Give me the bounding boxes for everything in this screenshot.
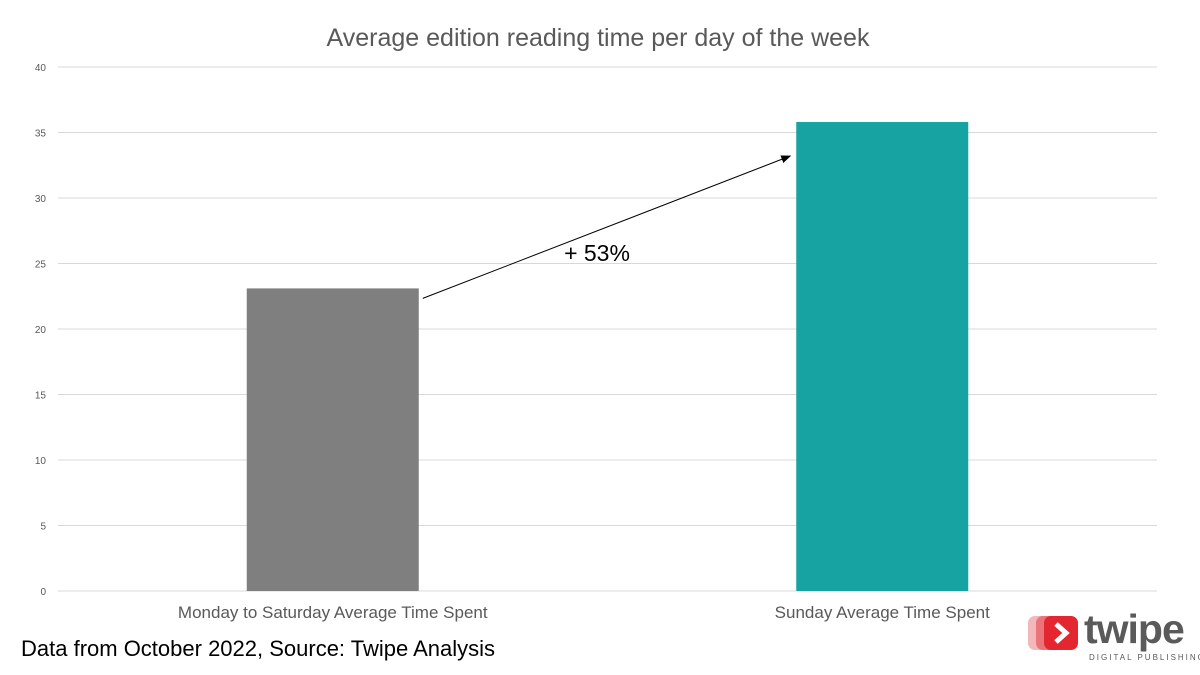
bars <box>246 122 969 592</box>
y-tick-label: 20 <box>35 325 47 336</box>
bar-1 <box>246 288 419 591</box>
gridlines <box>58 66 1157 592</box>
y-tick-label: 5 <box>40 522 46 533</box>
source-note: Data from October 2022, Source: Twipe An… <box>21 636 496 661</box>
x-tick-label: Sunday Average Time Spent <box>775 603 990 622</box>
bar-2 <box>796 122 969 592</box>
y-tick-label: 35 <box>35 129 47 140</box>
chart-title: Average edition reading time per day of … <box>327 24 870 52</box>
logo-tagline: DIGITAL PUBLISHING <box>1089 653 1200 662</box>
growth-annotation: + 53% <box>564 240 630 266</box>
x-axis: Monday to Saturday Average Time Spent Sun… <box>178 603 990 622</box>
y-tick-label: 25 <box>35 260 47 271</box>
y-tick-label: 15 <box>35 391 47 402</box>
logo-wordmark: twipe <box>1084 606 1185 652</box>
twipe-logo-icon <box>1028 616 1078 650</box>
y-tick-label: 0 <box>40 587 46 598</box>
y-tick-label: 40 <box>35 63 47 74</box>
y-tick-label: 30 <box>35 194 47 205</box>
growth-arrow <box>422 155 792 299</box>
y-axis: 0 5 10 15 20 25 30 35 40 <box>35 63 47 598</box>
x-tick-label: Monday to Saturday Average Time Spent <box>178 603 488 622</box>
twipe-logo: twipe DIGITAL PUBLISHING <box>1026 606 1200 664</box>
y-tick-label: 10 <box>35 456 47 467</box>
